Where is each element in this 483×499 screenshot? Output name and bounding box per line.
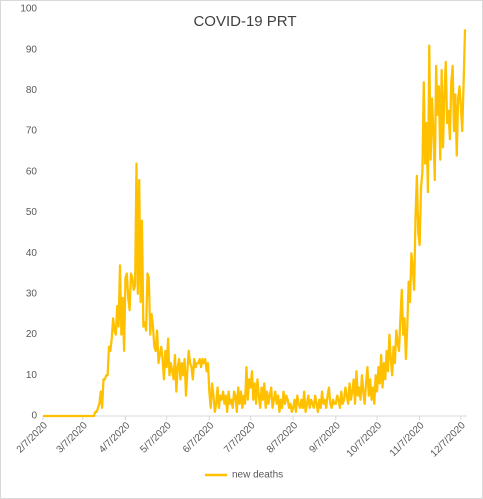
y-tick-label: 50 bbox=[26, 207, 38, 218]
y-tick-label: 30 bbox=[26, 289, 38, 300]
y-tick-label: 100 bbox=[20, 4, 37, 15]
y-tick-label: 40 bbox=[26, 248, 38, 259]
data-line bbox=[43, 29, 467, 418]
y-tick-label: 70 bbox=[26, 126, 38, 137]
y-tick-label: 0 bbox=[31, 411, 37, 422]
y-tick-label: 10 bbox=[26, 370, 38, 381]
legend-label: new deaths bbox=[232, 470, 283, 481]
chart-title: COVID-19 PRT bbox=[193, 13, 296, 30]
y-tick-label: 60 bbox=[26, 166, 38, 177]
y-tick-label: 20 bbox=[26, 329, 38, 340]
y-tick-label: 80 bbox=[26, 85, 38, 96]
y-tick-label: 90 bbox=[26, 44, 38, 55]
